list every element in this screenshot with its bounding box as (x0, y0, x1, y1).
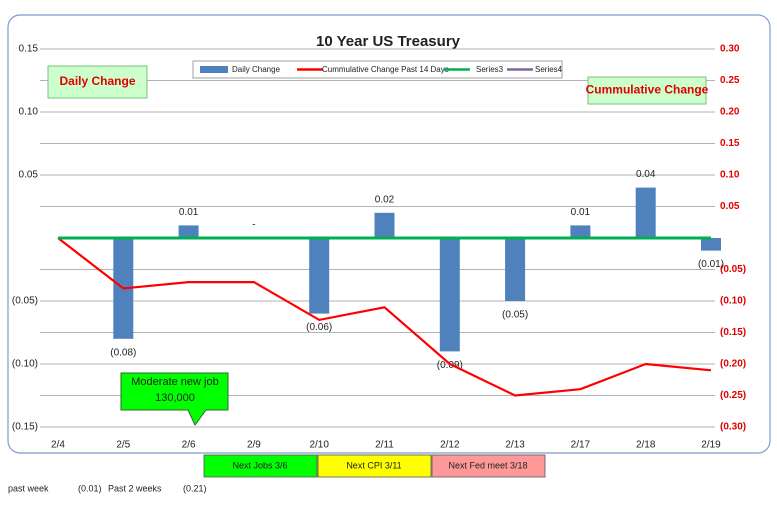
bar (439, 238, 460, 352)
annotation: Daily Change (59, 74, 135, 88)
legend-label: Cummulative Change Past 14 Days (322, 65, 449, 74)
y2-tick-label: (0.05) (720, 264, 746, 275)
legend-label: Daily Change (232, 65, 281, 74)
data-label: (0.01) (698, 259, 724, 270)
x-tick-label: 2/6 (182, 440, 196, 451)
y2-tick-label: 0.10 (720, 170, 740, 181)
y2-tick-label: 0.20 (720, 107, 740, 118)
data-label: 0.04 (636, 169, 656, 180)
annotation: Cummulative Change (586, 83, 709, 97)
data-label: (0.06) (306, 322, 332, 333)
y2-tick-label: 0.25 (720, 75, 740, 86)
annotation-box (47, 65, 148, 99)
x-tick-label: 2/11 (375, 440, 394, 451)
footer-text: (0.21) (183, 483, 207, 493)
x-tick-label: 2/12 (440, 440, 460, 451)
data-label: (0.05) (502, 310, 528, 321)
callout-box (120, 372, 229, 426)
bar (505, 238, 526, 301)
y-tick-label: (0.05) (12, 296, 38, 307)
x-tick-label: 2/10 (309, 440, 329, 451)
y2-tick-label: 0.15 (720, 138, 740, 149)
bar (570, 225, 591, 238)
note: Next CPI 3/11 (346, 460, 401, 470)
y2-tick-label: 0.05 (720, 201, 740, 212)
y2-tick-label: (0.10) (720, 296, 746, 307)
y-tick-label: 0.15 (19, 44, 39, 55)
y-tick-label: (0.15) (12, 422, 38, 433)
y2-tick-label: (0.15) (720, 327, 746, 338)
x-tick-label: 2/19 (701, 440, 721, 451)
note-box (203, 454, 318, 478)
x-tick-label: 2/5 (116, 440, 130, 451)
data-label: - (252, 220, 255, 231)
data-label: 0.01 (571, 207, 591, 218)
y-tick-label: 0.10 (19, 107, 39, 118)
x-tick-label: 2/9 (247, 440, 261, 451)
legend-box (192, 60, 563, 79)
x-tick-label: 2/4 (51, 440, 65, 451)
x-tick-label: 2/18 (636, 440, 656, 451)
y-tick-label: (0.10) (12, 359, 38, 370)
callout-text: Moderate new job (131, 376, 218, 388)
legend-label: Series4 (535, 65, 563, 74)
bar (309, 238, 330, 314)
x-tick-label: 2/13 (505, 440, 525, 451)
note: Next Jobs 3/6 (232, 460, 287, 470)
bar (374, 212, 395, 238)
callout-text: 130,000 (155, 392, 195, 404)
note-box (431, 454, 546, 478)
y2-tick-label: (0.30) (720, 422, 746, 433)
data-label: 0.01 (179, 207, 199, 218)
legend-swatch (200, 66, 228, 73)
note: Next Fed meet 3/18 (448, 460, 527, 470)
footer-text: Past 2 weeks (108, 483, 162, 493)
data-label: (0.08) (110, 347, 136, 358)
note-box (317, 454, 432, 478)
footer-text: (0.01) (78, 483, 102, 493)
y2-tick-label: (0.25) (720, 390, 746, 401)
line-series (57, 237, 712, 397)
bar (701, 238, 721, 251)
bar (178, 225, 199, 238)
y-tick-label: 0.05 (19, 170, 39, 181)
y2-tick-label: (0.20) (720, 359, 746, 370)
x-tick-label: 2/17 (571, 440, 591, 451)
annotation-box (587, 76, 707, 105)
bar (635, 187, 656, 238)
data-label: 0.02 (375, 194, 395, 205)
y2-tick-label: 0.30 (720, 44, 740, 55)
legend-label: Series3 (476, 65, 504, 74)
data-label: (0.09) (437, 360, 463, 371)
footer-text: past week (8, 483, 49, 493)
chart-title: 10 Year US Treasury (316, 33, 461, 50)
